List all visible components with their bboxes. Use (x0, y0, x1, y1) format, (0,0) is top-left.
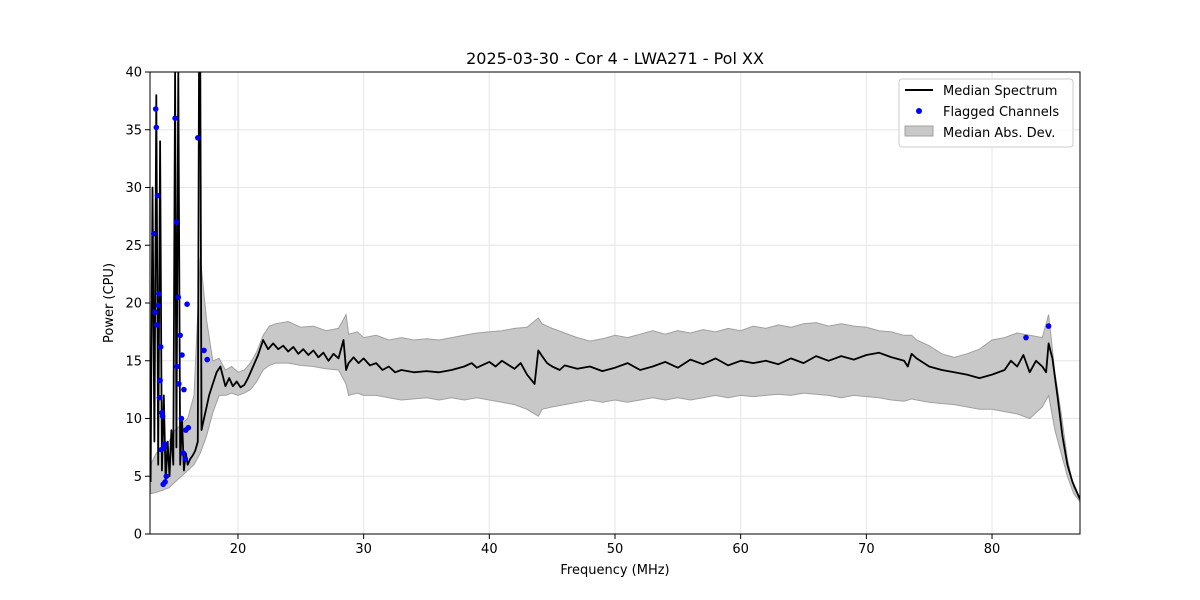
flagged-channel-point (152, 106, 159, 112)
y-tick-label: 15 (125, 354, 142, 369)
flagged-channel-point (151, 230, 157, 237)
x-tick-label: 20 (230, 542, 247, 557)
flagged-channel-point (181, 386, 187, 393)
flagged-channel-point (159, 413, 166, 420)
y-tick-label: 5 (134, 470, 142, 485)
flagged-channel-point (1045, 323, 1052, 329)
x-tick-label: 70 (858, 542, 875, 557)
legend-flagged-channels: Flagged Channels (943, 105, 1059, 120)
flagged-channel-point (204, 356, 210, 363)
x-axis-ticks: 20 30 40 50 60 70 80 (230, 534, 1001, 557)
flagged-channel-point (163, 473, 170, 480)
x-tick-label: 50 (607, 542, 624, 557)
mad-band (150, 256, 1080, 503)
flagged-channel-point (178, 415, 185, 422)
flagged-channel-point (157, 377, 163, 384)
y-tick-label: 20 (125, 297, 142, 312)
y-tick-label: 40 (125, 66, 142, 81)
flagged-channel-point (172, 115, 178, 121)
legend-band-swatch (904, 125, 934, 137)
flagged-channel-point (154, 322, 160, 328)
flagged-channel-point (180, 450, 187, 456)
flagged-channel-point (158, 446, 165, 453)
flagged-channel-point (157, 344, 164, 350)
flagged-channel-point (175, 294, 182, 301)
flagged-channel-point (161, 441, 168, 447)
y-tick-label: 35 (125, 123, 142, 138)
x-tick-label: 60 (732, 542, 749, 557)
flagged-channel-point (173, 219, 180, 225)
flagged-channel-point (156, 394, 163, 401)
y-tick-label: 10 (125, 412, 142, 427)
flagged-channel-point (176, 381, 182, 387)
y-tick-label: 25 (125, 239, 142, 254)
x-tick-label: 40 (481, 542, 498, 557)
flagged-channel-point (155, 302, 161, 309)
flagged-channel-point (195, 135, 201, 141)
flagged-channel-point (201, 347, 207, 354)
y-tick-label: 0 (134, 528, 142, 543)
legend-point-swatch (916, 108, 922, 114)
flagged-channel-point (156, 291, 162, 297)
flagged-channel-point (185, 424, 192, 431)
y-axis-label: Power (CPU) (102, 263, 117, 343)
flagged-channel-point (182, 456, 188, 462)
flagged-channel-point (154, 192, 161, 199)
flagged-channel-point (152, 309, 158, 316)
legend-box (898, 78, 1074, 148)
x-tick-label: 30 (355, 542, 372, 557)
flagged-channel-point (153, 124, 160, 131)
flagged-channel-point (177, 332, 183, 339)
mad-band-layer (150, 256, 1080, 503)
legend-median-spectrum: Median Spectrum (943, 84, 1057, 99)
flagged-channel-point (179, 352, 185, 358)
legend-median-abs-dev: Median Abs. Dev. (943, 126, 1055, 141)
x-tick-label: 80 (984, 542, 1001, 557)
flagged-channel-point (1023, 334, 1029, 341)
median-spectrum-line (150, 72, 1080, 500)
flagged-points-layer (151, 106, 1052, 488)
legend: Median Spectrum Flagged Channels Median … (898, 78, 1074, 148)
flagged-channel-point (184, 301, 190, 308)
x-axis-label: Frequency (MHz) (560, 563, 669, 578)
y-tick-label: 30 (125, 181, 142, 196)
y-axis-ticks: 0 5 10 15 20 25 30 35 40 (125, 66, 150, 543)
median-line-layer (150, 72, 1080, 500)
flagged-channel-point (160, 481, 166, 488)
chart-title: 2025-03-30 - Cor 4 - LWA271 - Pol XX (466, 49, 764, 68)
flagged-channel-point (174, 363, 180, 370)
